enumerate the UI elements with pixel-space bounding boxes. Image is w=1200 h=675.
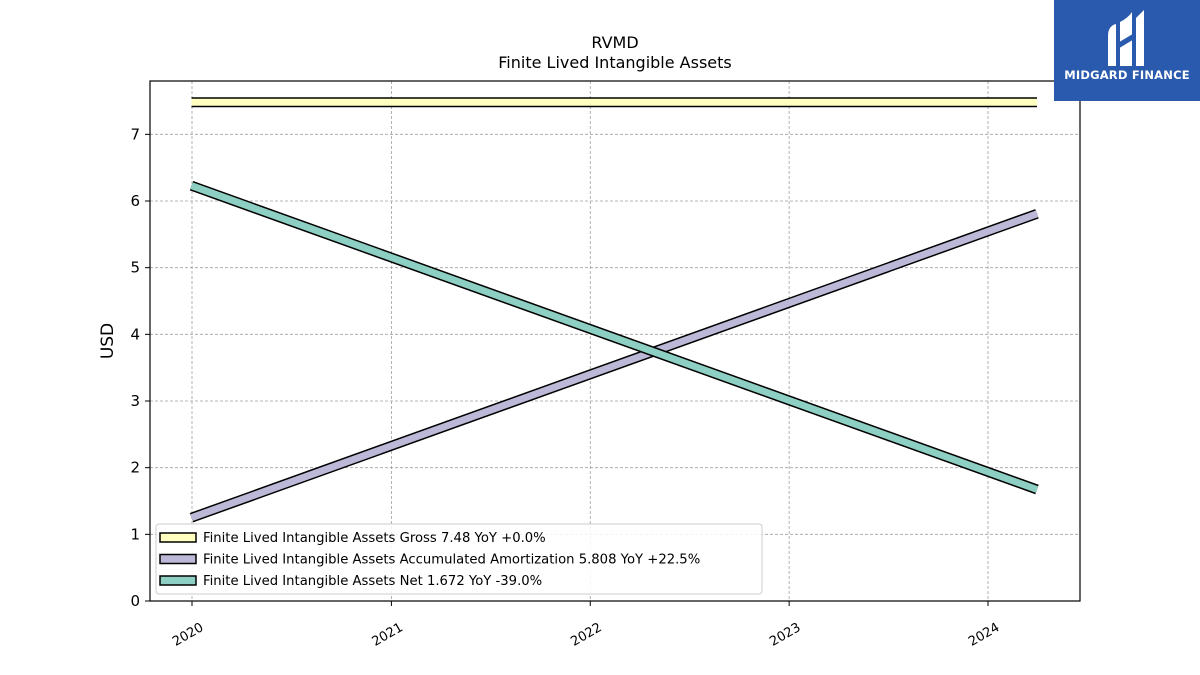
data-point	[190, 517, 192, 519]
brand-logo: MIDGARD FINANCE	[1054, 0, 1200, 101]
legend: Finite Lived Intangible Assets Gross 7.4…	[155, 523, 763, 595]
y-tick-label: 4	[130, 325, 140, 343]
plot-frame	[149, 80, 1081, 602]
data-point	[1036, 101, 1038, 103]
x-tick-label: 2020	[170, 620, 206, 650]
data-point	[190, 101, 192, 103]
y-tick-label: 0	[130, 592, 140, 610]
legend-label: Finite Lived Intangible Assets Gross 7.4…	[203, 531, 546, 546]
y-tick-label: 2	[130, 459, 140, 477]
series-line-fill	[190, 182, 1039, 493]
chart-subtitle: Finite Lived Intangible Assets	[498, 53, 731, 72]
legend-label: Finite Lived Intangible Assets Accumulat…	[203, 553, 700, 568]
legend-label: Finite Lived Intangible Assets Net 1.672…	[203, 574, 542, 589]
y-tick-label: 5	[130, 259, 140, 277]
logo-text: MIDGARD FINANCE	[1064, 68, 1190, 82]
legend-swatch	[159, 575, 197, 586]
series-line	[190, 97, 1038, 108]
chart-title: RVMD	[591, 33, 638, 52]
y-tick-label: 7	[130, 125, 140, 143]
y-tick-label: 6	[130, 192, 140, 210]
series-line	[189, 180, 1039, 495]
legend-box	[155, 523, 763, 595]
x-tick-label: 2024	[966, 620, 1002, 650]
y-tick-label: 1	[130, 525, 140, 543]
x-tick-label: 2022	[568, 620, 604, 650]
data-point	[190, 185, 192, 187]
series-line-fill	[190, 210, 1039, 521]
series-line	[189, 209, 1039, 523]
x-tick-label: 2021	[370, 620, 406, 650]
logo-mark-icon	[1108, 10, 1144, 66]
y-axis-label: USD	[98, 323, 118, 359]
y-tick-label: 3	[130, 392, 140, 410]
data-point	[1036, 489, 1038, 491]
legend-swatch	[159, 532, 197, 543]
legend-swatch	[159, 553, 197, 565]
x-tick-label: 2023	[767, 620, 803, 650]
data-point	[1036, 213, 1038, 215]
